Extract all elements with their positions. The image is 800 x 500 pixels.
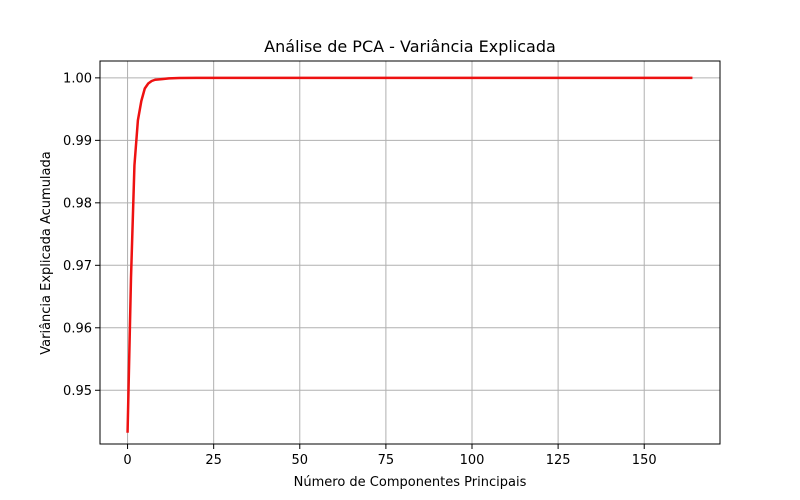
plot-frame	[99, 60, 721, 445]
y-tick-label: 0.97	[63, 259, 92, 274]
y-tick-label: 0.96	[63, 321, 92, 336]
y-axis-ticks: 0.95 0.96 0.97 0.98 0.99 1.00	[63, 71, 100, 399]
y-tick-label: 0.98	[63, 196, 92, 211]
y-tick-label: 1.00	[63, 71, 92, 86]
y-axis-label: Variância Explicada Acumulada	[39, 151, 54, 354]
x-axis-label: Número de Componentes Principais	[294, 475, 527, 490]
x-tick-label: 75	[378, 453, 395, 468]
x-axis-ticks: 0 25 50 75 100 125 150	[123, 444, 657, 468]
x-tick-label: 50	[292, 453, 309, 468]
series-line	[126, 76, 693, 433]
x-tick-label: 100	[460, 453, 485, 468]
x-tick-label: 25	[205, 453, 222, 468]
y-tick-label: 0.99	[63, 134, 92, 149]
x-tick-label: 125	[546, 453, 571, 468]
y-tick-label: 0.95	[63, 384, 92, 399]
chart-title: Análise de PCA - Variância Explicada	[264, 37, 556, 56]
x-tick-label: 0	[123, 453, 131, 468]
x-tick-label: 150	[632, 453, 657, 468]
